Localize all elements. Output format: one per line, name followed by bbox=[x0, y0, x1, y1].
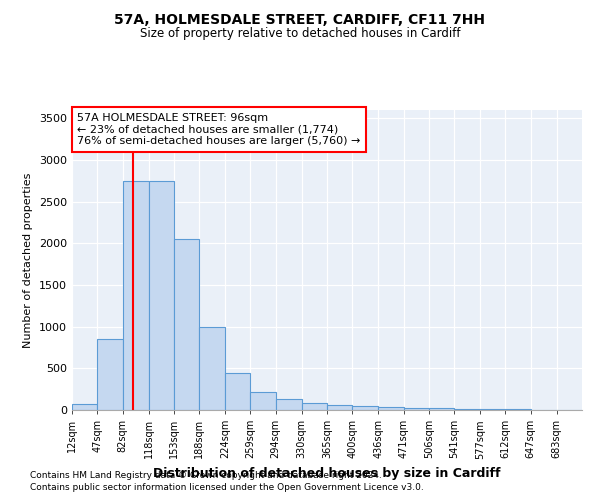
Bar bbox=[378, 406, 404, 410]
Text: Contains HM Land Registry data © Crown copyright and database right 2024.: Contains HM Land Registry data © Crown c… bbox=[30, 471, 382, 480]
Bar bbox=[97, 339, 122, 410]
X-axis label: Distribution of detached houses by size in Cardiff: Distribution of detached houses by size … bbox=[153, 467, 501, 480]
Text: Contains public sector information licensed under the Open Government Licence v3: Contains public sector information licen… bbox=[30, 484, 424, 492]
Bar bbox=[250, 392, 276, 410]
Bar bbox=[276, 399, 302, 410]
Text: 57A HOLMESDALE STREET: 96sqm
← 23% of detached houses are smaller (1,774)
76% of: 57A HOLMESDALE STREET: 96sqm ← 23% of de… bbox=[77, 113, 361, 146]
Text: 57A, HOLMESDALE STREET, CARDIFF, CF11 7HH: 57A, HOLMESDALE STREET, CARDIFF, CF11 7H… bbox=[115, 12, 485, 26]
Bar bbox=[505, 409, 531, 410]
Bar bbox=[302, 404, 327, 410]
Bar bbox=[480, 409, 505, 410]
Bar bbox=[429, 408, 454, 410]
Bar bbox=[149, 181, 174, 410]
Text: Size of property relative to detached houses in Cardiff: Size of property relative to detached ho… bbox=[140, 28, 460, 40]
Bar bbox=[225, 372, 250, 410]
Bar bbox=[174, 239, 199, 410]
Bar bbox=[122, 181, 149, 410]
Bar bbox=[327, 405, 352, 410]
Bar bbox=[404, 408, 429, 410]
Y-axis label: Number of detached properties: Number of detached properties bbox=[23, 172, 34, 348]
Bar bbox=[454, 409, 480, 410]
Bar bbox=[199, 326, 225, 410]
Bar bbox=[352, 406, 378, 410]
Bar bbox=[72, 404, 97, 410]
